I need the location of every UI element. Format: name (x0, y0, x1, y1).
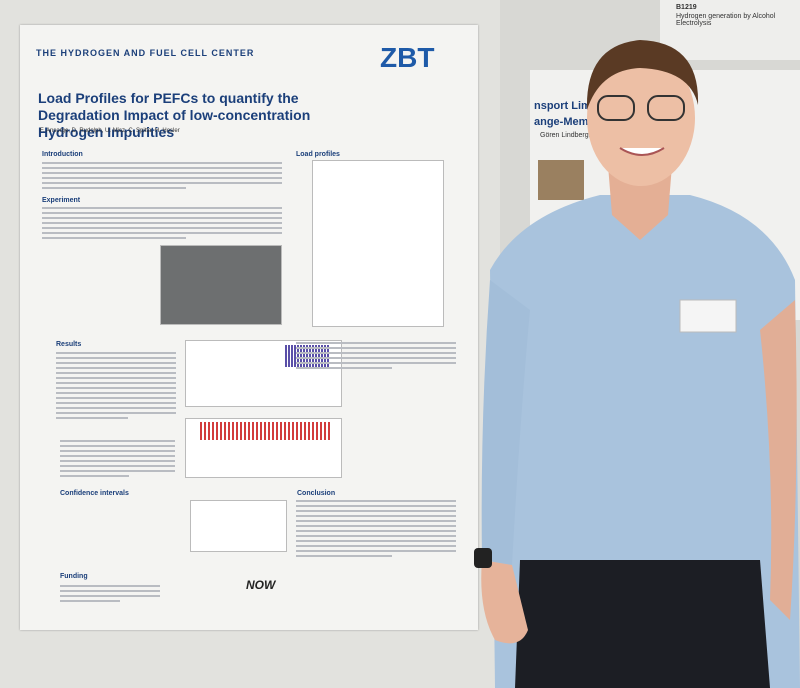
text-line (56, 377, 176, 379)
text-line (296, 347, 456, 349)
text-line (60, 460, 175, 462)
text-line (42, 207, 282, 209)
text-line (296, 505, 456, 507)
text-line (42, 222, 282, 224)
text-line (42, 182, 282, 184)
text-line (56, 387, 176, 389)
section-heading: Conclusion (297, 490, 336, 497)
neighbor-id: B1219 (676, 4, 697, 11)
text-line (56, 382, 176, 384)
text-line (296, 540, 456, 542)
text-line (60, 585, 160, 587)
text-line (296, 555, 392, 557)
text-line (42, 217, 282, 219)
flowchart (312, 160, 444, 327)
authors: F. Ansorge, D. Rudolph, U. Misz, C. Spit… (40, 128, 180, 134)
section-heading: Load profiles (296, 151, 340, 158)
text-line (56, 352, 176, 354)
text-line (60, 475, 129, 477)
sponsor-logo: NOW (246, 578, 276, 592)
logo: ZBT (380, 42, 435, 73)
text-line (296, 362, 456, 364)
section-heading: Introduction (42, 151, 83, 158)
text-line (42, 162, 282, 164)
text-line (296, 352, 456, 354)
text-line (42, 167, 282, 169)
text-line (56, 392, 176, 394)
section-heading: Funding (60, 573, 88, 580)
text-line (296, 342, 456, 344)
sleeve (481, 280, 530, 565)
text-line (60, 590, 160, 592)
text-line (296, 535, 456, 537)
hair (586, 40, 699, 110)
text-line (56, 357, 176, 359)
text-line (42, 227, 282, 229)
text-line (56, 402, 176, 404)
text-line (56, 417, 128, 419)
neighbor-title: Hydrogen generation by Alcohol Electroly… (676, 13, 776, 27)
poster-title: Load Profiles for PEFCs to quantify the … (38, 90, 311, 140)
text-line (60, 600, 120, 602)
hand (481, 560, 528, 644)
text-line (42, 212, 282, 214)
text-line (296, 367, 392, 369)
text-line (42, 187, 186, 189)
neighbor-author: Gören Lindbergh (540, 132, 593, 139)
text-line (296, 500, 456, 502)
text-line (42, 237, 186, 239)
text-line (60, 470, 175, 472)
neighbor-figure (538, 160, 584, 200)
text-line (60, 445, 175, 447)
text-line (296, 357, 456, 359)
section-heading: Experiment (42, 197, 81, 204)
neck (608, 165, 672, 240)
text-line (56, 412, 176, 414)
text-line (296, 510, 456, 512)
arm (760, 300, 797, 620)
text-line (42, 232, 282, 234)
text-line (60, 465, 175, 467)
section-heading: Results (56, 341, 82, 348)
text-line (56, 397, 176, 399)
glasses (597, 95, 635, 121)
trousers (515, 560, 770, 688)
lab-photo (160, 245, 282, 325)
text-line (60, 440, 175, 442)
org-name: THE HYDROGEN AND FUEL CELL CENTER (36, 48, 255, 58)
text-line (60, 595, 160, 597)
section-heading: Confidence intervals (60, 490, 129, 497)
text-line (296, 525, 456, 527)
text-line (60, 455, 175, 457)
text-line (42, 177, 282, 179)
glasses (647, 95, 685, 121)
face (587, 50, 695, 186)
neighbor-header (660, 0, 800, 60)
text-line (60, 450, 175, 452)
watch (474, 548, 492, 568)
text-line (296, 520, 456, 522)
text-line (296, 545, 456, 547)
text-line (56, 367, 176, 369)
name-badge (679, 299, 737, 333)
ci-plot (190, 500, 287, 552)
smile (619, 147, 665, 156)
plot-spikes (200, 422, 330, 440)
text-line (296, 515, 456, 517)
text-line (56, 362, 176, 364)
text-line (296, 550, 456, 552)
text-line (56, 372, 176, 374)
text-line (42, 172, 282, 174)
text-line (296, 530, 456, 532)
text-line (56, 407, 176, 409)
plot-spikes (285, 345, 330, 367)
